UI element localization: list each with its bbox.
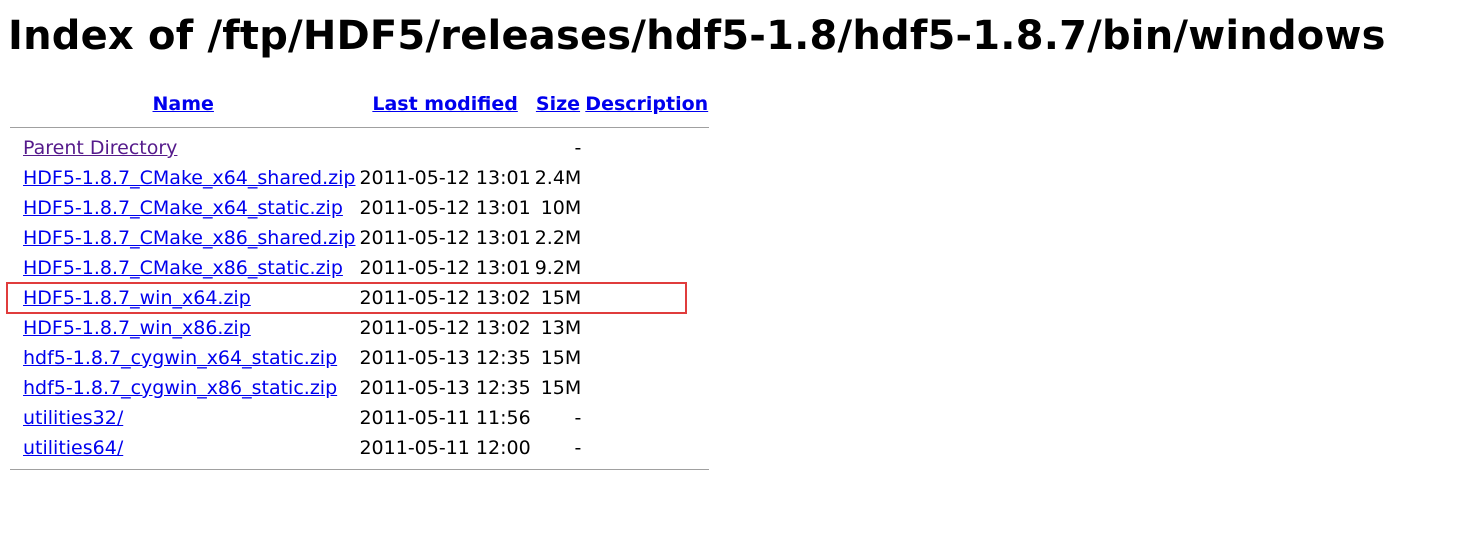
sort-by-size-link[interactable]: Size <box>535 93 581 115</box>
description-cell <box>584 284 709 312</box>
row-icon-cell <box>10 254 20 282</box>
size-cell: 15M <box>540 377 582 399</box>
file-row: hdf5-1.8.7_cygwin_x64_static.zip 2011-05-… <box>10 344 709 372</box>
column-header-last-modified[interactable]: Last modified <box>358 88 531 120</box>
file-row: HDF5-1.8.7_CMake_x86_shared.zip 2011-05-1… <box>10 224 709 252</box>
file-name-cell: utilities64/ <box>22 434 356 462</box>
file-name-cell: hdf5-1.8.7_cygwin_x86_static.zip <box>22 374 356 402</box>
file-link[interactable]: HDF5-1.8.7_CMake_x86_shared.zip <box>23 227 356 249</box>
file-row: HDF5-1.8.7_CMake_x64_shared.zip 2011-05-1… <box>10 164 709 192</box>
file-link[interactable]: hdf5-1.8.7_cygwin_x86_static.zip <box>23 377 338 399</box>
file-name-cell: HDF5-1.8.7_win_x86.zip <box>22 314 356 342</box>
size-cell: 15M <box>540 287 582 309</box>
last-modified-cell: 2011-05-12 13:01 <box>359 227 531 249</box>
row-icon-cell <box>10 404 20 432</box>
file-link[interactable]: HDF5-1.8.7_CMake_x64_shared.zip <box>23 167 356 189</box>
description-cell <box>584 194 709 222</box>
size-cell: 13M <box>540 317 582 339</box>
row-icon-cell <box>10 224 20 252</box>
last-modified-cell: 2011-05-13 12:35 <box>359 377 531 399</box>
file-row: utilities32/2011-05-11 11:56 - <box>10 404 709 432</box>
file-link[interactable]: HDF5-1.8.7_CMake_x64_static.zip <box>23 197 343 219</box>
file-row: HDF5-1.8.7_win_x86.zip 2011-05-12 13:02 13… <box>10 314 709 342</box>
file-link[interactable]: hdf5-1.8.7_cygwin_x64_static.zip <box>23 347 338 369</box>
footer-divider <box>10 468 710 470</box>
last-modified-cell: 2011-05-11 12:00 <box>359 437 531 459</box>
header-separator-row <box>10 122 710 132</box>
entries-body: Parent Directory - HDF5-1.8.7_CMake_x64_sh… <box>10 134 709 462</box>
size-cell: - <box>574 137 582 159</box>
row-icon-cell <box>10 314 20 342</box>
last-modified-cell: 2011-05-12 13:01 <box>359 197 531 219</box>
size-cell: 10M <box>540 197 582 219</box>
size-cell: - <box>574 437 582 459</box>
file-name-cell: HDF5-1.8.7_CMake_x86_shared.zip <box>22 224 356 252</box>
file-row: utilities64/2011-05-11 12:00 - <box>10 434 709 462</box>
description-cell <box>584 254 709 282</box>
file-name-cell: HDF5-1.8.7_CMake_x64_static.zip <box>22 194 356 222</box>
file-name-cell: hdf5-1.8.7_cygwin_x64_static.zip <box>22 344 356 372</box>
row-icon-cell <box>10 164 20 192</box>
row-icon-cell <box>10 374 20 402</box>
file-link[interactable]: utilities64/ <box>23 437 124 459</box>
file-link[interactable]: utilities32/ <box>23 407 124 429</box>
parent-directory-link[interactable]: Parent Directory <box>23 137 178 159</box>
file-name-cell: Parent Directory <box>22 134 356 162</box>
description-cell <box>584 374 709 402</box>
sort-by-name-link[interactable]: Name <box>152 93 214 115</box>
directory-listing-table: Name Last modified Size Description Pare… <box>8 86 711 476</box>
sort-by-last-modified-link[interactable]: Last modified <box>372 93 518 115</box>
page-title: Index of /ftp/HDF5/releases/hdf5-1.8/hdf… <box>8 13 1386 59</box>
row-icon-cell <box>10 434 20 462</box>
header-divider <box>10 126 710 128</box>
size-cell: - <box>574 407 582 429</box>
file-row: HDF5-1.8.7_CMake_x64_static.zip 2011-05-1… <box>10 194 709 222</box>
last-modified-cell: 2011-05-12 13:01 <box>359 167 531 189</box>
row-icon-cell <box>10 194 20 222</box>
column-header-description[interactable]: Description <box>584 88 709 120</box>
description-cell <box>584 404 709 432</box>
sort-by-description-link[interactable]: Description <box>585 93 709 115</box>
last-modified-cell: 2011-05-13 12:35 <box>359 347 531 369</box>
file-name-cell: HDF5-1.8.7_CMake_x64_shared.zip <box>22 164 356 192</box>
last-modified-cell <box>358 134 531 162</box>
file-link[interactable]: HDF5-1.8.7_win_x64.zip <box>23 287 251 309</box>
row-icon-cell <box>10 134 20 162</box>
last-modified-cell: 2011-05-12 13:01 <box>359 257 531 279</box>
last-modified-cell: 2011-05-12 13:02 <box>359 317 531 339</box>
description-cell <box>584 164 709 192</box>
file-name-cell: HDF5-1.8.7_CMake_x86_static.zip <box>22 254 356 282</box>
size-cell: 2.2M <box>534 227 582 249</box>
size-cell: 15M <box>540 347 582 369</box>
last-modified-cell: 2011-05-12 13:02 <box>359 287 531 309</box>
column-header-size[interactable]: Size <box>534 88 583 120</box>
footer-separator-row <box>10 464 710 474</box>
file-name-cell: utilities32/ <box>22 404 356 432</box>
file-link[interactable]: HDF5-1.8.7_win_x86.zip <box>23 317 251 339</box>
row-icon-cell <box>10 344 20 372</box>
last-modified-cell: 2011-05-11 11:56 <box>359 407 531 429</box>
row-icon-cell <box>10 284 20 312</box>
file-row-highlighted: HDF5-1.8.7_win_x64.zip 2011-05-12 13:02 15… <box>10 284 709 312</box>
file-row: HDF5-1.8.7_CMake_x86_static.zip 2011-05-1… <box>10 254 709 282</box>
column-header-name[interactable]: Name <box>10 88 356 120</box>
description-cell <box>584 224 709 252</box>
description-cell <box>584 134 709 162</box>
description-cell <box>584 314 709 342</box>
file-name-cell: HDF5-1.8.7_win_x64.zip <box>22 284 356 312</box>
file-link[interactable]: HDF5-1.8.7_CMake_x86_static.zip <box>23 257 343 279</box>
description-cell <box>584 344 709 372</box>
size-cell: 9.2M <box>534 257 582 279</box>
size-cell: 2.4M <box>534 167 582 189</box>
description-cell <box>584 434 709 462</box>
file-row: Parent Directory - <box>10 134 709 162</box>
file-row: hdf5-1.8.7_cygwin_x86_static.zip 2011-05-… <box>10 374 709 402</box>
header-row: Name Last modified Size Description <box>10 88 709 120</box>
